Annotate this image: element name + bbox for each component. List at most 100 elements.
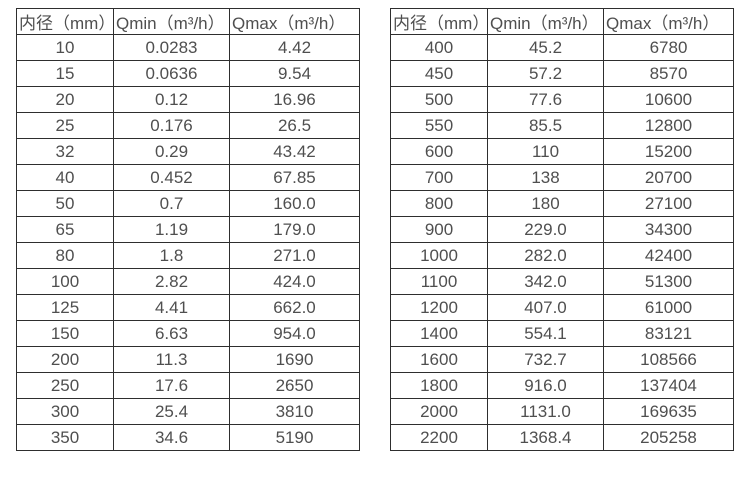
table-row: 1100 342.0 51300 (390, 268, 734, 295)
table-cell: 662.0 (229, 294, 360, 321)
table-cell: 26.5 (229, 112, 360, 139)
table-cell: 1368.4 (487, 424, 604, 451)
table-cell: 169635 (603, 398, 734, 425)
table-cell: 10 (16, 34, 114, 61)
table-cell: 1600 (390, 346, 488, 373)
table-cell: 40 (16, 164, 114, 191)
table-cell: 65 (16, 216, 114, 243)
table-cell: 6.63 (113, 320, 230, 347)
table-row: 900 229.0 34300 (390, 216, 734, 243)
table-cell: 700 (390, 164, 488, 191)
table-row: 32 0.29 43.42 (16, 138, 360, 165)
table-row: 350 34.6 5190 (16, 424, 360, 451)
table-cell: 0.0636 (113, 60, 230, 87)
table-row: 300 25.4 3810 (16, 398, 360, 425)
table-cell: 900 (390, 216, 488, 243)
column-header-qmin: Qmin（m³/h） (487, 8, 604, 35)
table-row: 20 0.12 16.96 (16, 86, 360, 113)
table-cell: 12800 (603, 112, 734, 139)
table-cell: 1131.0 (487, 398, 604, 425)
table-cell: 271.0 (229, 242, 360, 269)
table-row: 450 57.2 8570 (390, 60, 734, 87)
table-cell: 400 (390, 34, 488, 61)
table-cell: 300 (16, 398, 114, 425)
table-row: 1400 554.1 83121 (390, 320, 734, 347)
table-row: 1600 732.7 108566 (390, 346, 734, 373)
table-row: 125 4.41 662.0 (16, 294, 360, 321)
table-cell: 67.85 (229, 164, 360, 191)
table-header: 内径（mm） Qmin（m³/h） Qmax（m³/h） (390, 8, 734, 35)
table-cell: 916.0 (487, 372, 604, 399)
table-cell: 34300 (603, 216, 734, 243)
table-row: 40 0.452 67.85 (16, 164, 360, 191)
table-cell: 0.7 (113, 190, 230, 217)
table-row: 600 110 15200 (390, 138, 734, 165)
table-row: 65 1.19 179.0 (16, 216, 360, 243)
table-cell: 180 (487, 190, 604, 217)
table-row: 1200 407.0 61000 (390, 294, 734, 321)
table-cell: 11.3 (113, 346, 230, 373)
table-row: 500 77.6 10600 (390, 86, 734, 113)
table-cell: 424.0 (229, 268, 360, 295)
table-cell: 229.0 (487, 216, 604, 243)
table-row: 2200 1368.4 205258 (390, 424, 734, 451)
table-cell: 0.452 (113, 164, 230, 191)
table-row: 200 11.3 1690 (16, 346, 360, 373)
table-row: 1000 282.0 42400 (390, 242, 734, 269)
flow-spec-table-large: 内径（mm） Qmin（m³/h） Qmax（m³/h） 400 45.2 6780… (390, 8, 734, 451)
table-cell: 1690 (229, 346, 360, 373)
table-cell: 350 (16, 424, 114, 451)
table-cell: 1.8 (113, 242, 230, 269)
table-cell: 0.12 (113, 86, 230, 113)
table-cell: 57.2 (487, 60, 604, 87)
table-cell: 85.5 (487, 112, 604, 139)
table-cell: 27100 (603, 190, 734, 217)
column-header-diameter: 内径（mm） (16, 8, 114, 35)
table-cell: 0.176 (113, 112, 230, 139)
table-cell: 500 (390, 86, 488, 113)
table-header: 内径（mm） Qmin（m³/h） Qmax（m³/h） (16, 8, 360, 35)
table-row: 800 180 27100 (390, 190, 734, 217)
table-cell: 9.54 (229, 60, 360, 87)
table-cell: 2.82 (113, 268, 230, 295)
table-cell: 554.1 (487, 320, 604, 347)
table-row: 10 0.0283 4.42 (16, 34, 360, 61)
table-cell: 110 (487, 138, 604, 165)
table-row: 100 2.82 424.0 (16, 268, 360, 295)
table-cell: 125 (16, 294, 114, 321)
table-cell: 15200 (603, 138, 734, 165)
table-row: 1800 916.0 137404 (390, 372, 734, 399)
table-row: 50 0.7 160.0 (16, 190, 360, 217)
table-cell: 800 (390, 190, 488, 217)
table-cell: 732.7 (487, 346, 604, 373)
table-cell: 83121 (603, 320, 734, 347)
table-row: 80 1.8 271.0 (16, 242, 360, 269)
flow-spec-page: 内径（mm） Qmin（m³/h） Qmax（m³/h） 10 0.0283 4.4… (16, 8, 734, 451)
column-header-qmax: Qmax（m³/h） (603, 8, 734, 35)
table-cell: 50 (16, 190, 114, 217)
table-cell: 20 (16, 86, 114, 113)
table-cell: 77.6 (487, 86, 604, 113)
table-row: 150 6.63 954.0 (16, 320, 360, 347)
table-cell: 20700 (603, 164, 734, 191)
column-header-diameter: 内径（mm） (390, 8, 488, 35)
table-cell: 34.6 (113, 424, 230, 451)
table-row: 25 0.176 26.5 (16, 112, 360, 139)
table-cell: 16.96 (229, 86, 360, 113)
column-header-qmax: Qmax（m³/h） (229, 8, 360, 35)
column-header-qmin: Qmin（m³/h） (113, 8, 230, 35)
table-cell: 1.19 (113, 216, 230, 243)
table-cell: 51300 (603, 268, 734, 295)
table-header-row: 内径（mm） Qmin（m³/h） Qmax（m³/h） (16, 8, 360, 35)
table-cell: 407.0 (487, 294, 604, 321)
table-cell: 250 (16, 372, 114, 399)
table-row: 700 138 20700 (390, 164, 734, 191)
table-cell: 2000 (390, 398, 488, 425)
table-cell: 0.0283 (113, 34, 230, 61)
table-cell: 450 (390, 60, 488, 87)
table-cell: 25 (16, 112, 114, 139)
table-cell: 8570 (603, 60, 734, 87)
table-cell: 32 (16, 138, 114, 165)
table-cell: 1000 (390, 242, 488, 269)
table-cell: 25.4 (113, 398, 230, 425)
